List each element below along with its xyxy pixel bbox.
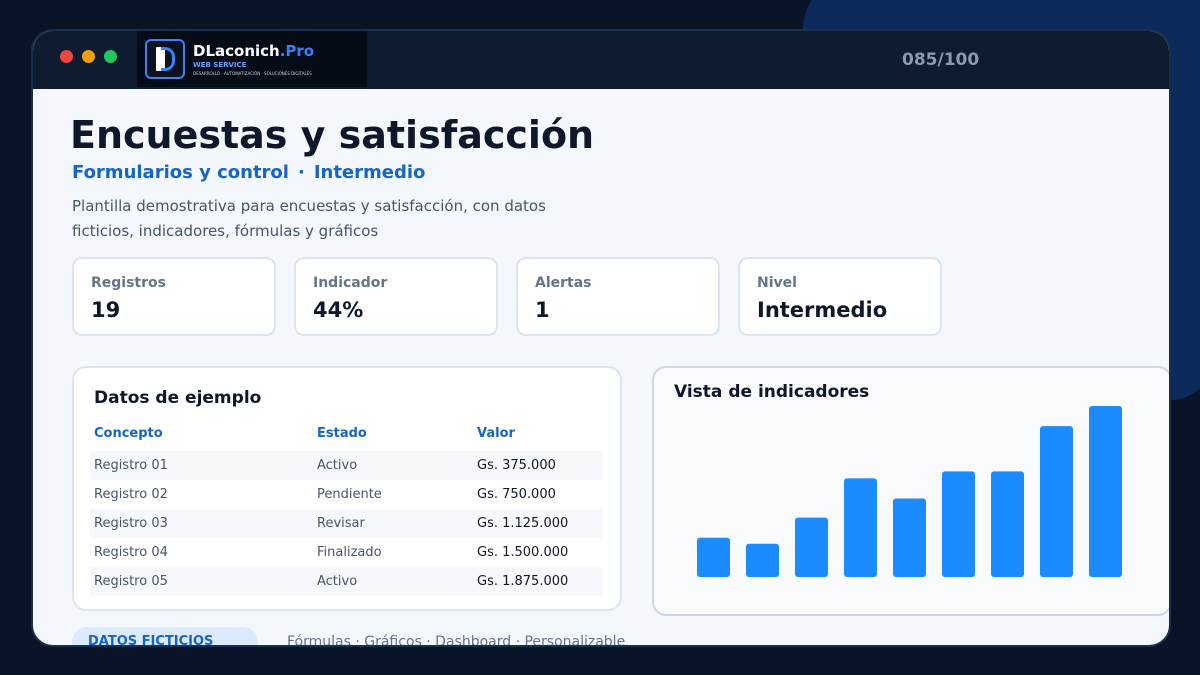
table-row: Registro 05 Activo Gs. 1.875.000 bbox=[90, 567, 602, 596]
logo-mark-icon bbox=[145, 39, 185, 79]
cell-concepto: Registro 04 bbox=[94, 545, 168, 560]
cell-valor: Gs. 375.000 bbox=[477, 458, 556, 473]
cell-concepto: Registro 02 bbox=[94, 487, 168, 502]
chart-bar-2 bbox=[746, 543, 779, 577]
cell-estado: Activo bbox=[317, 574, 358, 589]
chart-bar-3 bbox=[795, 517, 828, 577]
cell-valor: Gs. 750.000 bbox=[477, 487, 556, 502]
chart-title: Vista de indicadores bbox=[674, 382, 870, 402]
kpi-value: 19 bbox=[91, 298, 121, 322]
minimize-window-button[interactable] bbox=[82, 50, 95, 63]
kpi-card-indicador: Indicador 44% bbox=[294, 257, 498, 336]
cell-concepto: Registro 01 bbox=[94, 458, 168, 473]
page-title: Encuestas y satisfacción bbox=[70, 113, 595, 157]
column-header-concepto: Concepto bbox=[94, 426, 163, 441]
chart-bar-4 bbox=[844, 478, 877, 577]
bar-chart bbox=[697, 406, 1122, 577]
chart-bar-9 bbox=[1089, 406, 1122, 577]
kpi-card-registros: Registros 19 bbox=[72, 257, 276, 336]
brand-subline: DESARROLLO · AUTOMATIZACIÓN · SOLUCIONES… bbox=[193, 71, 312, 76]
kpi-value: Intermedio bbox=[757, 298, 888, 322]
table-title: Datos de ejemplo bbox=[94, 388, 262, 408]
kpi-label: Alertas bbox=[535, 275, 592, 291]
table-row: Registro 01 Activo Gs. 375.000 bbox=[90, 451, 602, 480]
cell-estado: Pendiente bbox=[317, 487, 382, 502]
app-window: DLaconich.Pro WEB SERVICE DESARROLLO · A… bbox=[31, 29, 1171, 647]
table-row: Registro 02 Pendiente Gs. 750.000 bbox=[90, 480, 602, 509]
chart-bar-8 bbox=[1040, 426, 1073, 577]
kpi-card-alertas: Alertas 1 bbox=[516, 257, 720, 336]
cell-estado: Revisar bbox=[317, 516, 365, 531]
table-row: Registro 04 Finalizado Gs. 1.500.000 bbox=[90, 538, 602, 567]
maximize-window-button[interactable] bbox=[104, 50, 117, 63]
cell-estado: Finalizado bbox=[317, 545, 382, 560]
chart-bar-5 bbox=[893, 498, 926, 577]
chart-bar-6 bbox=[942, 471, 975, 577]
kpi-value: 44% bbox=[313, 298, 364, 322]
cell-concepto: Registro 03 bbox=[94, 516, 168, 531]
chart-bar-7 bbox=[991, 471, 1024, 577]
page-description: Plantilla demostrativa para encuestas y … bbox=[72, 197, 546, 240]
cell-valor: Gs. 1.125.000 bbox=[477, 516, 569, 531]
category-label: Formularios y control bbox=[72, 162, 289, 183]
cell-estado: Activo bbox=[317, 458, 358, 473]
column-header-valor: Valor bbox=[477, 426, 515, 441]
title-bar: DLaconich.Pro WEB SERVICE DESARROLLO · A… bbox=[33, 31, 1169, 89]
subtitle-separator: · bbox=[297, 162, 305, 183]
template-counter: 085/100 bbox=[902, 50, 980, 70]
table-row: Registro 03 Revisar Gs. 1.125.000 bbox=[90, 509, 602, 538]
fictitious-data-badge: DATOS FICTICIOS bbox=[72, 627, 258, 645]
cell-valor: Gs. 1.500.000 bbox=[477, 545, 569, 560]
features-text: Fórmulas · Gráficos · Dashboard · Person… bbox=[287, 634, 626, 647]
kpi-value: 1 bbox=[535, 298, 550, 322]
kpi-card-nivel: Nivel Intermedio bbox=[738, 257, 942, 336]
column-header-estado: Estado bbox=[317, 426, 367, 441]
brand-tagline: WEB SERVICE bbox=[193, 61, 247, 69]
brand-name: DLaconich.Pro bbox=[193, 42, 315, 60]
brand-logo: DLaconich.Pro WEB SERVICE DESARROLLO · A… bbox=[137, 31, 367, 87]
page-subtitle: Formularios y control · Intermedio bbox=[72, 162, 425, 183]
close-window-button[interactable] bbox=[60, 50, 73, 63]
level-label: Intermedio bbox=[313, 162, 426, 183]
cell-valor: Gs. 1.875.000 bbox=[477, 574, 569, 589]
cell-concepto: Registro 05 bbox=[94, 574, 168, 589]
chart-panel: Vista de indicadores bbox=[652, 366, 1169, 616]
kpi-label: Indicador bbox=[313, 275, 388, 291]
chart-bar-1 bbox=[697, 537, 730, 577]
kpi-label: Registros bbox=[91, 275, 166, 291]
kpi-label: Nivel bbox=[757, 275, 797, 291]
data-table-panel: Datos de ejemplo Concepto Estado Valor R… bbox=[72, 366, 622, 611]
